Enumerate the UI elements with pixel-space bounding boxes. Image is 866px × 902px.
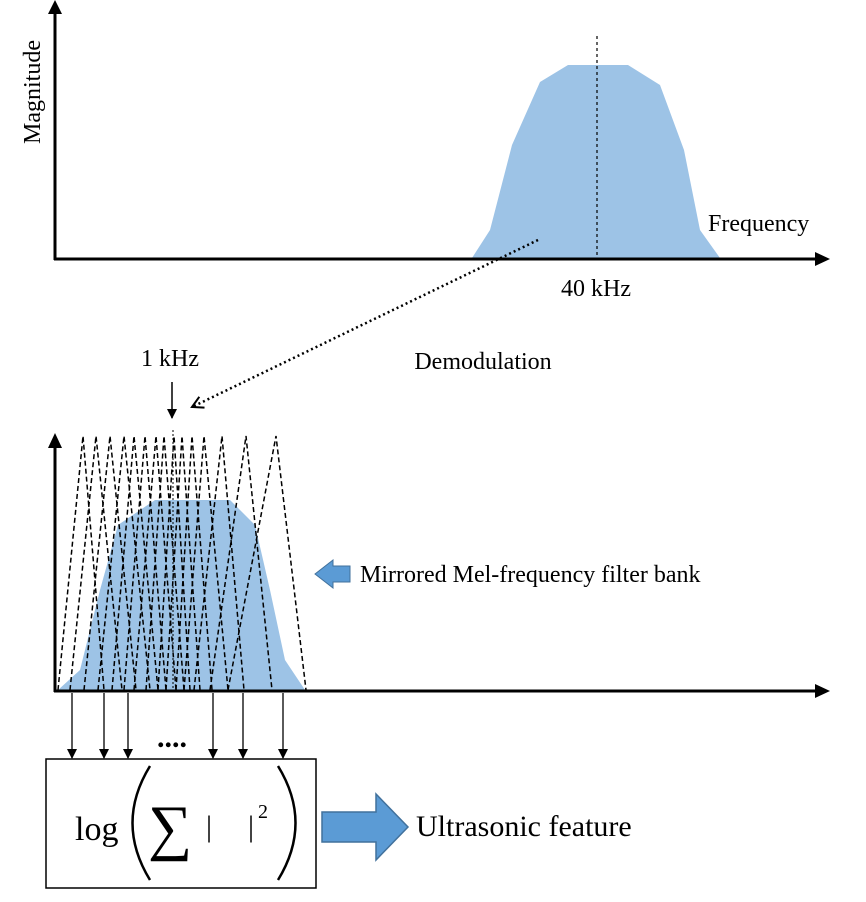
formula-right-bar: | bbox=[248, 810, 254, 843]
mel-filter-triangle bbox=[133, 435, 177, 691]
formula-left-paren bbox=[131, 765, 152, 881]
formula-right-paren bbox=[276, 765, 297, 881]
output-arrow bbox=[321, 792, 410, 862]
mel-filter-triangle bbox=[69, 435, 123, 691]
demodulation-section: Demodulation 1 kHz bbox=[141, 238, 552, 419]
mel-filter-triangle bbox=[57, 435, 105, 691]
bottom-spectrum-band bbox=[58, 500, 305, 690]
top-spectrum-plot: Magnitude Frequency 40 kHz bbox=[20, 0, 830, 302]
top-x-axis-arrowhead bbox=[815, 252, 830, 266]
mel-filter-triangle bbox=[175, 435, 213, 691]
mel-filter-triangle bbox=[157, 435, 191, 691]
mel-filter-triangle bbox=[193, 435, 245, 691]
formula-box-border bbox=[45, 758, 317, 889]
formula-sigma: ∑ bbox=[148, 794, 192, 862]
mel-filter-bank bbox=[57, 435, 307, 691]
top-y-axis-label: Magnitude bbox=[20, 40, 46, 144]
top-center-frequency-label: 40 kHz bbox=[561, 276, 631, 302]
top-y-axis-arrowhead bbox=[48, 0, 62, 14]
mel-filter-triangle bbox=[145, 435, 185, 691]
filter-bank-label: Mirrored Mel-frequency filter bank bbox=[360, 562, 701, 588]
bottom-y-axis-arrowhead bbox=[48, 433, 62, 448]
top-x-axis-label: Frequency bbox=[708, 211, 809, 237]
mel-filter-triangle bbox=[183, 435, 229, 691]
filter-bank-pointer-arrow bbox=[314, 558, 351, 590]
filter-output-arrows bbox=[67, 693, 288, 759]
top-spectrum-band bbox=[472, 65, 720, 258]
ultrasonic-feature-label: Ultrasonic feature bbox=[416, 810, 632, 843]
formula-left-bar: | bbox=[206, 810, 212, 843]
one-khz-label: 1 kHz bbox=[141, 346, 199, 372]
demodulation-label: Demodulation bbox=[414, 349, 551, 375]
mel-filter-triangle bbox=[209, 435, 273, 691]
formula-exponent: 2 bbox=[258, 801, 268, 823]
log-energy-formula-box: log ∑ | | 2 bbox=[45, 758, 317, 889]
bottom-x-axis-arrowhead bbox=[815, 684, 830, 698]
mel-filter-triangle bbox=[165, 435, 201, 691]
mel-filter-triangle bbox=[227, 435, 307, 691]
formula-log-text: log bbox=[75, 811, 118, 848]
bottom-filterbank-plot: Mirrored Mel-frequency filter bank .... bbox=[48, 430, 830, 759]
output-section: Ultrasonic feature bbox=[321, 792, 632, 862]
filter-outputs-ellipsis: .... bbox=[157, 721, 187, 754]
mel-filter-triangle bbox=[111, 435, 159, 691]
mel-filter-triangle bbox=[123, 435, 167, 691]
mel-filter-triangle bbox=[83, 435, 137, 691]
demodulation-dotted-arrow bbox=[192, 238, 539, 407]
